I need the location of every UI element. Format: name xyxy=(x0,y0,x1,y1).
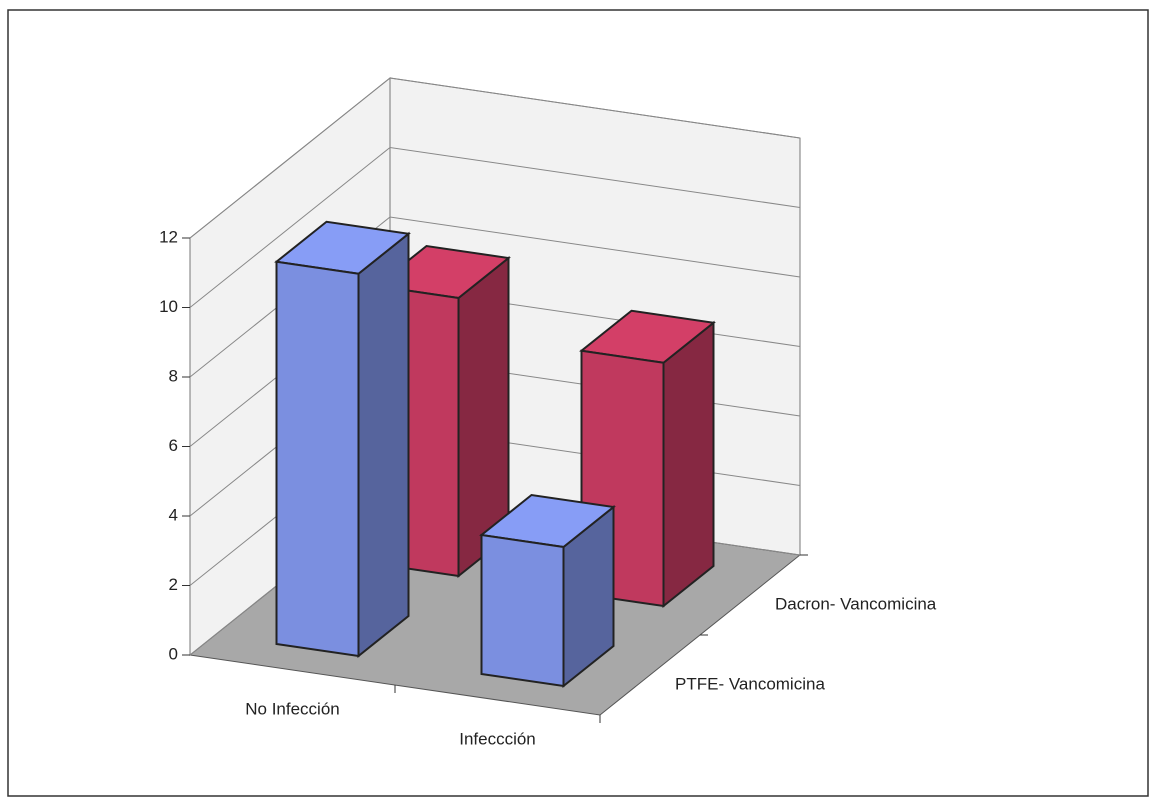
grid-line xyxy=(189,77,801,239)
grid-line xyxy=(189,146,801,308)
y-tick-label: 0 xyxy=(169,644,178,663)
series-label: Dacron- Vancomicina xyxy=(775,594,937,613)
series-label: PTFE- Vancomicina xyxy=(675,674,825,693)
y-tick-label: 2 xyxy=(169,575,178,594)
y-tick-label: 4 xyxy=(169,505,178,524)
bar xyxy=(275,260,360,658)
y-tick-label: 6 xyxy=(169,436,178,455)
y-tick-label: 12 xyxy=(159,227,178,246)
bar-side xyxy=(662,320,715,609)
bar-side xyxy=(357,231,410,659)
grid-line xyxy=(189,216,801,378)
bar xyxy=(480,533,565,688)
x-tick-label: No Infección xyxy=(245,699,340,718)
x-tick-label: Infeccción xyxy=(459,729,536,748)
y-tick-label: 8 xyxy=(169,366,178,385)
y-tick-label: 10 xyxy=(159,297,178,316)
